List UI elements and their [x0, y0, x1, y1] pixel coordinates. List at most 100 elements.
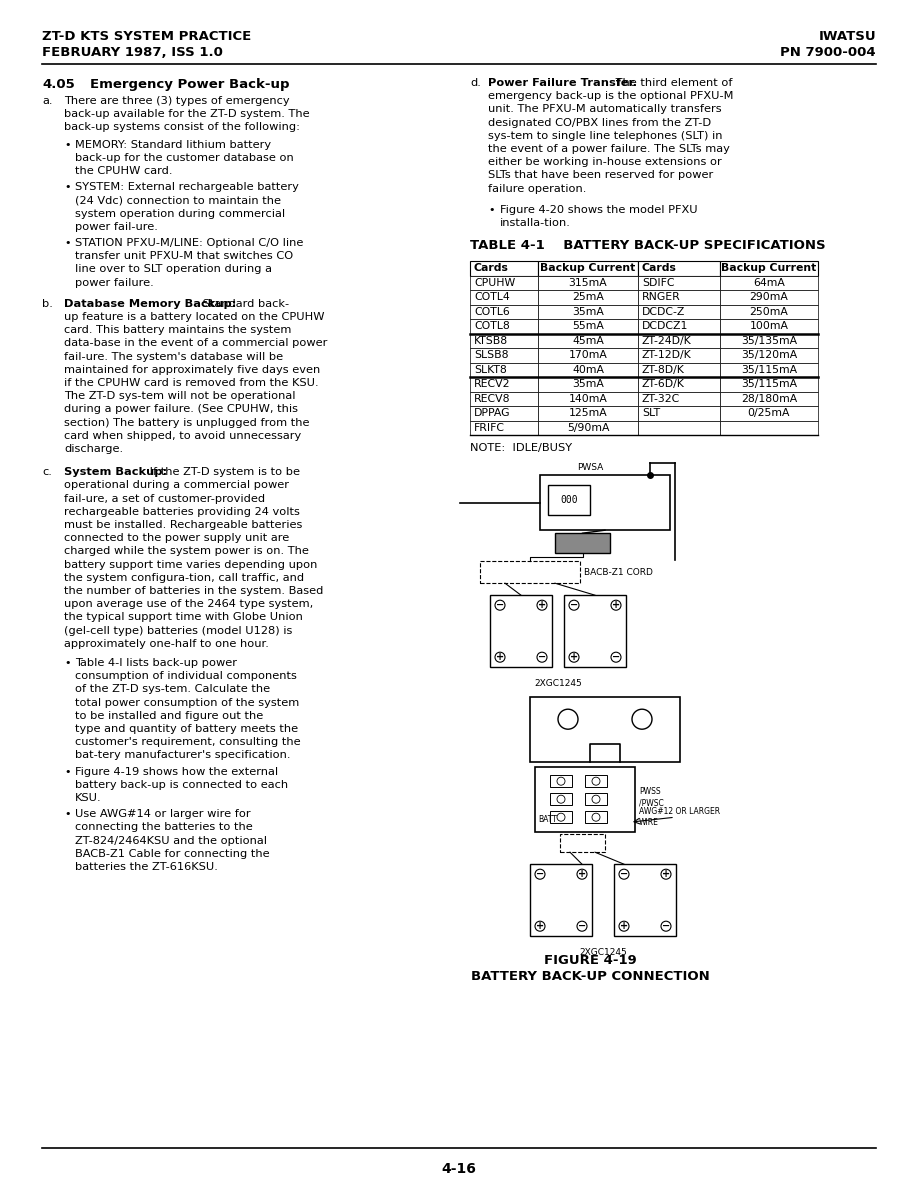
Text: emergency back-up is the optional PFXU-M: emergency back-up is the optional PFXU-M [488, 91, 733, 101]
Text: If the ZT-D system is to be: If the ZT-D system is to be [146, 467, 300, 478]
Text: •: • [64, 766, 71, 777]
Bar [550, 794, 572, 805]
Text: •: • [488, 204, 495, 215]
Text: maintained for approximately five days even: maintained for approximately five days e… [64, 365, 320, 374]
Bar [638, 290, 720, 304]
Text: consumption of individual components: consumption of individual components [75, 671, 297, 681]
Text: Figure 4-20 shows the model PFXU: Figure 4-20 shows the model PFXU [500, 204, 698, 215]
Bar [720, 392, 818, 406]
Text: 5/90mA: 5/90mA [566, 423, 610, 432]
Bar [470, 406, 538, 421]
Bar [720, 406, 818, 421]
Text: upon average use of the 2464 type system,: upon average use of the 2464 type system… [64, 599, 313, 609]
Text: COTL6: COTL6 [474, 307, 509, 317]
Text: ZT-D KTS SYSTEM PRACTICE: ZT-D KTS SYSTEM PRACTICE [42, 30, 252, 43]
Text: Figure 4-19 shows how the external: Figure 4-19 shows how the external [75, 766, 278, 777]
Text: SLSB8: SLSB8 [474, 350, 509, 360]
Text: 35/120mA: 35/120mA [741, 350, 797, 360]
Text: FIGURE 4-19: FIGURE 4-19 [543, 954, 636, 967]
Text: There are three (3) types of emergency: There are three (3) types of emergency [64, 96, 289, 106]
Text: •: • [64, 658, 71, 668]
Text: −: − [578, 921, 586, 931]
Text: a.: a. [42, 96, 52, 106]
Bar [720, 276, 818, 290]
Bar [614, 864, 676, 936]
Text: customer's requirement, consulting the: customer's requirement, consulting the [75, 738, 300, 747]
Text: 0/25mA: 0/25mA [748, 409, 790, 418]
Bar [538, 421, 638, 435]
Text: COTL8: COTL8 [474, 322, 509, 331]
Text: 28/180mA: 28/180mA [741, 394, 797, 404]
Text: SYSTEM: External rechargeable battery: SYSTEM: External rechargeable battery [75, 182, 299, 192]
Bar [638, 348, 720, 362]
Text: the typical support time with Globe Union: the typical support time with Globe Unio… [64, 612, 303, 623]
Bar [470, 392, 538, 406]
Text: back-up for the customer database on: back-up for the customer database on [75, 153, 294, 163]
Text: 35/135mA: 35/135mA [741, 336, 797, 346]
Text: Emergency Power Back-up: Emergency Power Back-up [90, 78, 289, 91]
Bar [470, 378, 538, 392]
Text: type and quantity of battery meets the: type and quantity of battery meets the [75, 723, 298, 734]
Text: FRIFC: FRIFC [474, 423, 505, 432]
Text: AWG#12 OR LARGER
WIRE: AWG#12 OR LARGER WIRE [639, 807, 720, 827]
Bar [720, 334, 818, 348]
Text: connecting the batteries to the: connecting the batteries to the [75, 822, 252, 833]
Bar [720, 348, 818, 362]
Text: FEBRUARY 1987, ISS 1.0: FEBRUARY 1987, ISS 1.0 [42, 46, 223, 59]
Text: COTL4: COTL4 [474, 292, 509, 303]
Text: system operation during commercial: system operation during commercial [75, 209, 285, 219]
Bar [638, 362, 720, 378]
Bar [530, 864, 592, 936]
Bar [538, 290, 638, 304]
Text: Table 4-l lists back-up power: Table 4-l lists back-up power [75, 658, 237, 668]
Text: 45mA: 45mA [572, 336, 604, 346]
Text: RECV2: RECV2 [474, 379, 510, 390]
Bar [470, 421, 538, 435]
Bar [470, 348, 538, 362]
Text: Cards: Cards [474, 264, 509, 273]
Bar [470, 290, 538, 304]
Text: designated CO/PBX lines from the ZT-D: designated CO/PBX lines from the ZT-D [488, 118, 711, 127]
Bar [638, 378, 720, 392]
Bar [720, 421, 818, 435]
Text: +: + [662, 870, 670, 879]
Text: ZT-32C: ZT-32C [642, 394, 680, 404]
Bar [720, 362, 818, 378]
Text: failure operation.: failure operation. [488, 184, 587, 194]
Text: System Backup:: System Backup: [64, 467, 167, 478]
Text: (24 Vdc) connection to maintain the: (24 Vdc) connection to maintain the [75, 195, 281, 206]
Text: SLT: SLT [642, 409, 660, 418]
Text: the event of a power failure. The SLTs may: the event of a power failure. The SLTs m… [488, 144, 730, 154]
Text: battery support time varies depending upon: battery support time varies depending up… [64, 560, 318, 569]
Text: 4.05: 4.05 [42, 78, 74, 91]
Text: DCDC-Z: DCDC-Z [642, 307, 686, 317]
Bar [470, 362, 538, 378]
Bar [548, 485, 590, 516]
Text: +: + [578, 870, 586, 879]
Text: KTSB8: KTSB8 [474, 336, 509, 346]
Text: PWSA: PWSA [577, 463, 603, 472]
Text: during a power failure. (See CPUHW, this: during a power failure. (See CPUHW, this [64, 404, 298, 415]
Text: PN 7900-004: PN 7900-004 [780, 46, 876, 59]
Text: c.: c. [42, 467, 52, 478]
Text: BATTERY BACK-UP CONNECTION: BATTERY BACK-UP CONNECTION [471, 971, 710, 984]
Text: 100mA: 100mA [749, 322, 789, 331]
Bar [638, 261, 720, 276]
Text: −: − [570, 600, 578, 611]
Text: •: • [64, 238, 71, 248]
Text: Database Memory Backup:: Database Memory Backup: [64, 299, 236, 309]
Bar [638, 392, 720, 406]
Text: 55mA: 55mA [572, 322, 604, 331]
Text: must be installed. Rechargeable batteries: must be installed. Rechargeable batterie… [64, 520, 302, 530]
Text: charged while the system power is on. The: charged while the system power is on. Th… [64, 546, 308, 556]
Text: ZT-24D/K: ZT-24D/K [642, 336, 692, 346]
Text: +: + [536, 921, 544, 931]
Text: power fail-ure.: power fail-ure. [75, 222, 158, 232]
Bar [470, 334, 538, 348]
Text: up feature is a battery located on the CPUHW: up feature is a battery located on the C… [64, 312, 324, 322]
Text: BACB-Z1 CORD: BACB-Z1 CORD [584, 568, 653, 576]
Text: 4-16: 4-16 [442, 1162, 476, 1176]
Bar [538, 261, 638, 276]
Text: 000: 000 [560, 495, 577, 505]
Text: •: • [64, 809, 71, 820]
